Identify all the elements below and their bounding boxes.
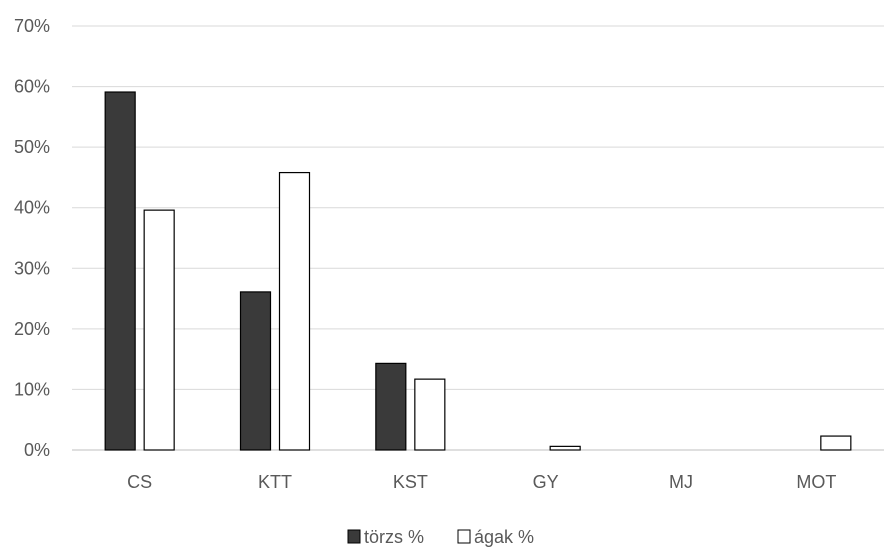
gridlines xyxy=(72,25,884,451)
x-axis-tick-labels: CS KTT KST GY MJ MOT xyxy=(127,472,836,492)
legend-swatch-torzs xyxy=(347,529,361,544)
bars xyxy=(104,91,852,451)
y-tick-label: 0% xyxy=(24,440,50,460)
x-tick-label: MJ xyxy=(669,472,693,492)
y-tick-label: 40% xyxy=(14,198,50,218)
y-tick-label: 60% xyxy=(14,77,50,97)
y-tick-label: 20% xyxy=(14,319,50,339)
legend: törzs % ágak % xyxy=(347,527,534,547)
x-tick-label: GY xyxy=(533,472,559,492)
y-tick-label: 50% xyxy=(14,137,50,157)
x-tick-label: KTT xyxy=(258,472,292,492)
bar-agak-mot xyxy=(820,435,852,451)
bar-agak-gy xyxy=(549,445,581,451)
legend-label-torzs: törzs % xyxy=(364,527,424,547)
legend-swatch-agak xyxy=(457,529,471,544)
bar-agak-ktt xyxy=(278,171,311,451)
x-tick-label: MOT xyxy=(796,472,836,492)
bar-torzs-cs xyxy=(104,91,136,451)
y-tick-label: 30% xyxy=(14,258,50,278)
y-tick-label: 10% xyxy=(14,379,50,399)
y-tick-label: 70% xyxy=(14,16,50,36)
bar-agak-kst xyxy=(414,378,446,451)
x-tick-label: CS xyxy=(127,472,152,492)
bar-torzs-ktt xyxy=(239,291,272,451)
y-axis-tick-labels: 0% 10% 20% 30% 40% 50% 60% 70% xyxy=(14,16,50,460)
legend-label-agak: ágak % xyxy=(474,527,534,547)
bar-agak-cs xyxy=(143,209,175,451)
bar-torzs-kst xyxy=(375,362,407,451)
x-tick-label: KST xyxy=(393,472,428,492)
